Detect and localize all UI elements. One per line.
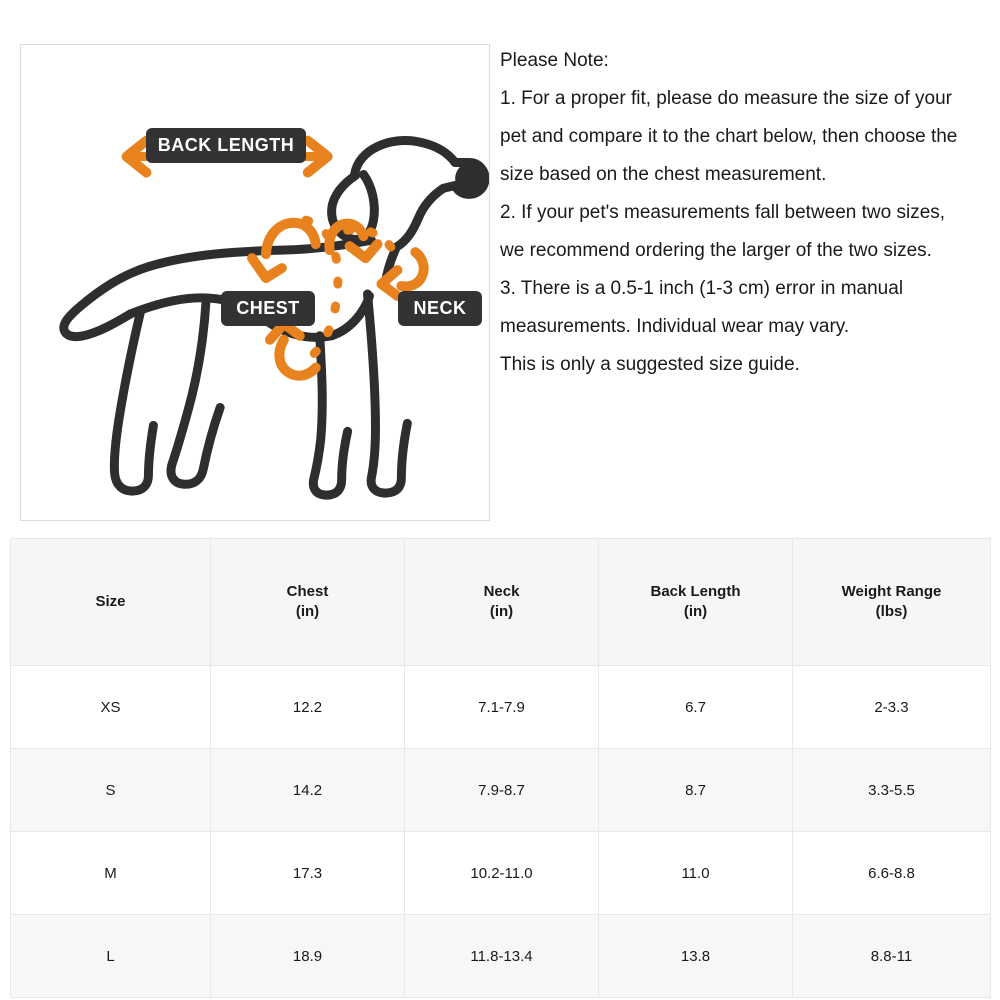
table-row: S 14.2 7.9-8.7 8.7 3.3-5.5: [10, 748, 991, 832]
note-line-4: 2. If your pet's measurements fall betwe…: [500, 202, 946, 223]
cell-chest: 18.9: [210, 914, 405, 998]
cell-chest: 17.3: [210, 831, 405, 915]
cell-weight: 8.8-11: [792, 914, 991, 998]
column-header-weight-range-unit: (lbs): [875, 603, 908, 620]
cell-size: M: [10, 831, 211, 915]
chest-arrow-top: [247, 217, 321, 283]
column-header-chest: Chest (in): [210, 538, 405, 666]
note-heading: Please Note:: [500, 50, 609, 71]
column-header-weight-range-label: Weight Range: [841, 582, 942, 600]
column-header-size: Size: [10, 538, 211, 666]
dog-outline-illustration: [59, 135, 489, 500]
cell-size: XS: [10, 665, 211, 749]
column-header-size-label: Size: [95, 592, 126, 610]
column-header-back-length-unit: (in): [683, 603, 708, 620]
note-line-5: we recommend ordering the larger of the …: [500, 240, 932, 261]
chest-arrow-bottom: [264, 318, 321, 381]
cell-back-length: 13.8: [598, 914, 793, 998]
badge-back-length: BACK LENGTH: [146, 128, 306, 163]
please-note-panel: Please Note: 1. For a proper fit, please…: [500, 42, 1000, 384]
badge-neck: NECK: [398, 291, 482, 326]
cell-weight: 6.6-8.8: [792, 831, 991, 915]
column-header-back-length: Back Length (in): [598, 538, 793, 666]
column-header-neck: Neck (in): [404, 538, 599, 666]
note-line-1: 1. For a proper fit, please do measure t…: [500, 88, 953, 109]
dog-nose: [455, 162, 488, 195]
top-section: BACK LENGTH CHEST NECK Please Note: 1. F…: [20, 42, 1000, 521]
column-header-back-length-label: Back Length: [650, 582, 741, 600]
note-line-6: 3. There is a 0.5-1 inch (1-3 cm) error …: [500, 278, 904, 299]
cell-back-length: 6.7: [598, 665, 793, 749]
table-header-row: Size Chest (in) Neck (in) Back Length (i…: [10, 538, 991, 666]
cell-size: L: [10, 914, 211, 998]
cell-neck: 10.2-11.0: [404, 831, 599, 915]
table-row: M 17.3 10.2-11.0 11.0 6.6-8.8: [10, 831, 991, 915]
neck-arrow-upper: [324, 218, 383, 264]
column-header-chest-unit: (in): [295, 603, 320, 620]
cell-chest: 14.2: [210, 748, 405, 832]
cell-back-length: 8.7: [598, 748, 793, 832]
note-line-3: size based on the chest measurement.: [500, 164, 827, 185]
cell-neck: 7.9-8.7: [404, 748, 599, 832]
cell-neck: 11.8-13.4: [404, 914, 599, 998]
column-header-neck-unit: (in): [489, 603, 514, 620]
table-row: XS 12.2 7.1-7.9 6.7 2-3.3: [10, 665, 991, 749]
cell-neck: 7.1-7.9: [404, 665, 599, 749]
note-line-7: measurements. Individual wear may vary.: [500, 316, 850, 337]
badge-chest: CHEST: [221, 291, 315, 326]
cell-weight: 3.3-5.5: [792, 748, 991, 832]
note-line-8: This is only a suggested size guide.: [500, 354, 800, 375]
cell-size: S: [10, 748, 211, 832]
neck-arrow-lower: [376, 247, 429, 301]
size-chart-table: Size Chest (in) Neck (in) Back Length (i…: [10, 538, 991, 998]
note-line-2: pet and compare it to the chart below, t…: [500, 126, 958, 147]
chest-girth-dashed-line: [301, 215, 343, 361]
cell-weight: 2-3.3: [792, 665, 991, 749]
cell-back-length: 11.0: [598, 831, 793, 915]
table-row: L 18.9 11.8-13.4 13.8 8.8-11: [10, 914, 991, 998]
column-header-chest-label: Chest: [286, 582, 329, 600]
measurement-diagram-panel: BACK LENGTH CHEST NECK: [20, 44, 490, 521]
cell-chest: 12.2: [210, 665, 405, 749]
column-header-neck-label: Neck: [483, 582, 520, 600]
column-header-weight-range: Weight Range (lbs): [792, 538, 991, 666]
